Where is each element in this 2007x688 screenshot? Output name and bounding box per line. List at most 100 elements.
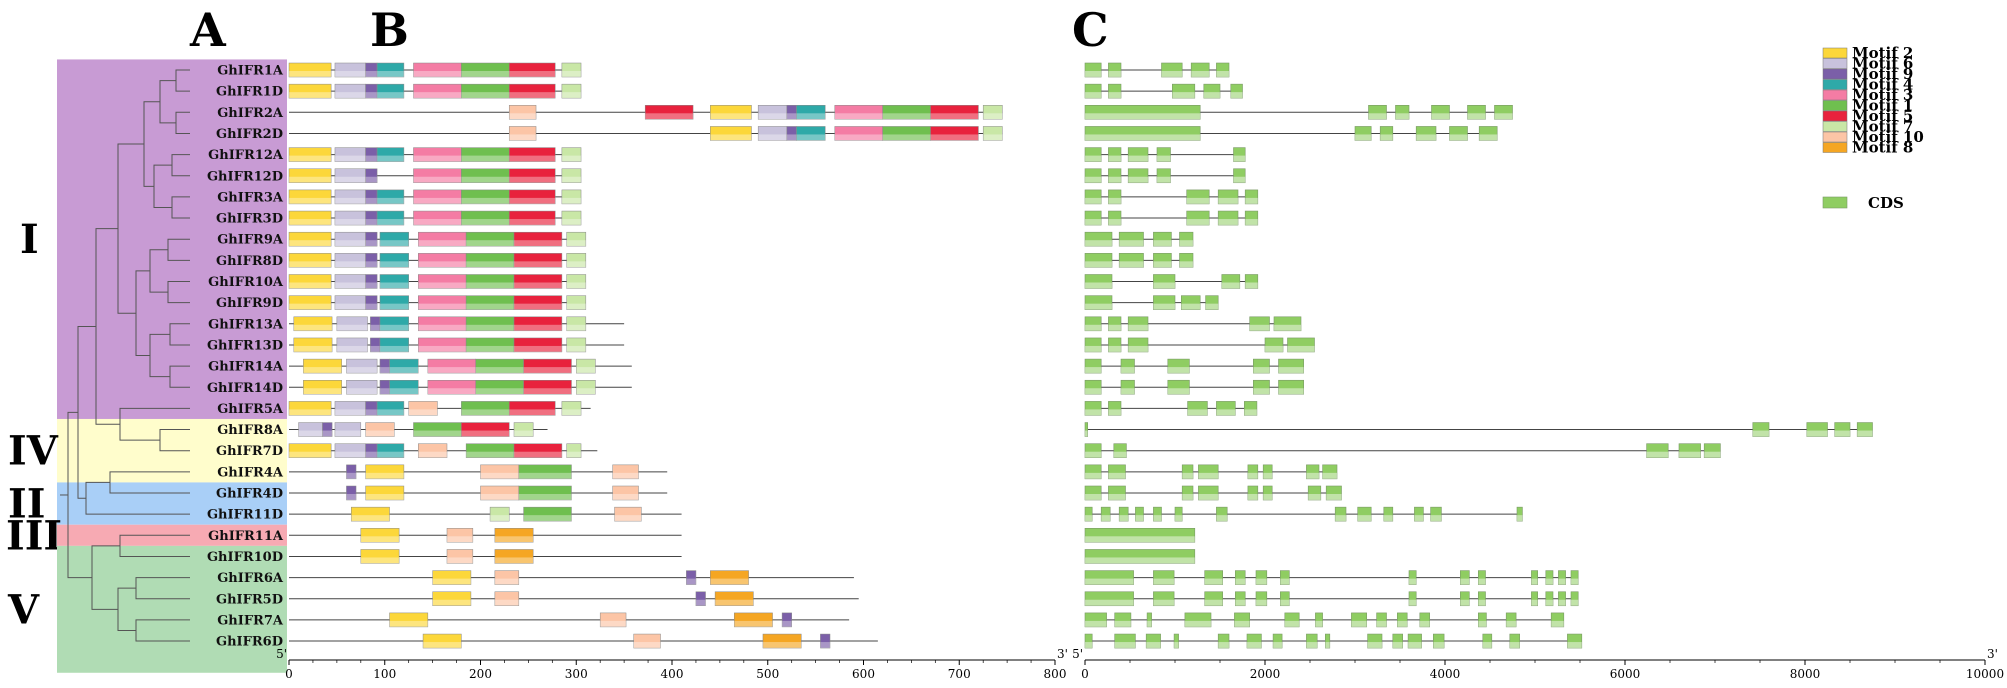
motif-box-shade <box>566 240 586 247</box>
motif-box <box>508 62 556 78</box>
motif-box <box>494 549 534 564</box>
cds-box-shade <box>1182 472 1193 479</box>
gene-label: GhIFR12D <box>207 169 283 184</box>
group-label-III: III <box>6 512 62 559</box>
cds-box-shade <box>1203 92 1220 99</box>
motif-box-shade <box>796 134 826 141</box>
panel-letter-a: A <box>189 3 227 57</box>
motif-tick-label: 100 <box>373 667 396 681</box>
cds-box-shade <box>1085 642 1093 649</box>
cds-box-shade <box>1558 599 1566 606</box>
motif-box <box>796 105 826 120</box>
motif-box-shade <box>379 367 390 374</box>
gene-label: GhIFR12A <box>208 148 284 163</box>
motif-box-shade <box>710 134 752 141</box>
cds-box-shade <box>1558 578 1566 585</box>
cds-box <box>1703 443 1721 459</box>
cds-box-shade <box>1278 367 1304 374</box>
cds-box <box>1153 274 1176 289</box>
legend-swatch <box>1822 58 1848 69</box>
motif-box-shade <box>365 71 378 77</box>
cds-box-shade <box>1467 113 1486 120</box>
cds-box <box>1253 358 1270 374</box>
cds-box <box>1383 506 1394 522</box>
cds-box <box>1247 485 1259 501</box>
motif-box-shade <box>365 282 378 289</box>
motif-box <box>432 570 472 585</box>
motif-tick-label: 0 <box>285 667 293 681</box>
cds-box <box>1181 295 1201 310</box>
motif-start-label: 5' <box>276 647 287 661</box>
motif-box-shade <box>334 197 366 204</box>
motif-box-shade <box>418 324 467 331</box>
motif-box <box>494 528 534 543</box>
motif-box <box>820 633 831 649</box>
motif-box-shade <box>365 261 378 268</box>
motif-box-shade <box>461 71 510 77</box>
cds-box-shade <box>1167 367 1190 374</box>
motif-box <box>489 506 510 522</box>
motif-box <box>576 380 596 395</box>
motif-box-shade <box>509 176 556 183</box>
gene-label: GhIFR2D <box>216 127 283 142</box>
legend-label: Motif 8 <box>1852 139 1913 157</box>
cds-box <box>1179 231 1194 247</box>
motif-box <box>508 105 537 120</box>
cds-box-shade <box>1128 176 1148 183</box>
motif-box <box>360 528 400 543</box>
cds-box-shade <box>1571 578 1579 585</box>
cds-box-shade <box>1153 515 1162 522</box>
motif-box-shade <box>293 324 333 331</box>
gene-label: GhIFR8A <box>217 423 284 438</box>
cds-box <box>1084 210 1102 226</box>
cds-box <box>1108 147 1122 162</box>
cds-box <box>1531 570 1539 585</box>
motif-box <box>379 316 409 332</box>
motif-box-shade <box>446 536 473 543</box>
motif-box-shade <box>645 113 694 120</box>
cds-box <box>1379 126 1394 141</box>
cds-box <box>1273 316 1302 332</box>
motif-box <box>336 316 368 332</box>
cds-box <box>1509 633 1521 649</box>
cds-box <box>1570 591 1579 607</box>
motif-box-shade <box>509 134 537 141</box>
gene-label: GhIFR4D <box>216 487 283 502</box>
cds-box <box>1108 210 1122 226</box>
motif-box-shade <box>686 578 696 585</box>
cds-box-shade <box>1157 176 1171 183</box>
motif-box-shade <box>566 303 586 310</box>
cds-box <box>1118 231 1144 247</box>
cds-box <box>1084 168 1102 184</box>
phylogenetic-tree <box>60 69 190 642</box>
motif-box <box>365 422 395 437</box>
motif-box <box>365 464 405 480</box>
motif-box-shade <box>413 197 462 204</box>
cds-box <box>1108 316 1122 332</box>
motif-box-shade <box>289 176 332 183</box>
motif-box-shade <box>600 620 627 627</box>
motif-box-shade <box>490 515 510 522</box>
cds-box-shade <box>1306 472 1319 479</box>
motif-box-shade <box>612 494 639 500</box>
motif-box-shade <box>418 345 467 352</box>
cds-box-shade <box>1085 388 1102 395</box>
gene-labels: GhIFR1A GhIFR1D GhIFR2A GhIFR2D GhIFR12A GhIF… <box>207 64 284 650</box>
motif-box-shade <box>365 176 378 183</box>
cds-box-shade <box>1551 620 1564 627</box>
cds-box-shade <box>1108 176 1121 183</box>
motif-box <box>508 189 556 205</box>
cds-box-shade <box>1221 282 1240 289</box>
cds-box <box>1108 168 1122 184</box>
cds-box-shade <box>1153 599 1175 606</box>
gene-label: GhIFR7A <box>217 613 284 628</box>
gene-label: GhIFR13A <box>208 317 284 332</box>
cds-box <box>1204 591 1223 607</box>
cds-box <box>1084 358 1102 374</box>
cds-box-shade <box>1414 515 1424 522</box>
cds-box <box>1135 506 1144 522</box>
motif-box <box>508 210 556 226</box>
cds-box <box>1153 591 1175 607</box>
gene-label: GhIFR4A <box>217 465 284 480</box>
motif-box-shade <box>418 303 467 310</box>
